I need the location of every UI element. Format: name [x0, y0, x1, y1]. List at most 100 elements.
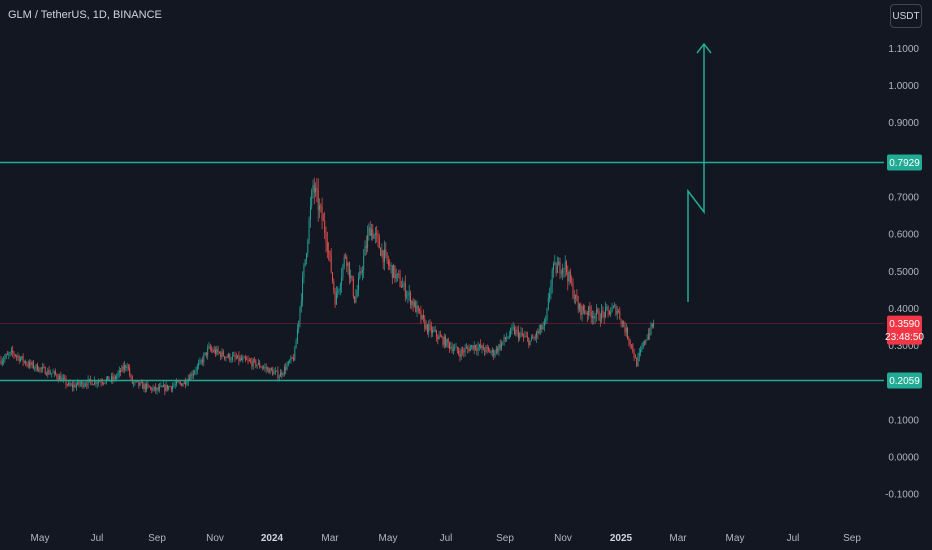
candle [21, 356, 23, 359]
candle [478, 344, 480, 347]
candle [512, 327, 514, 329]
candle [368, 227, 370, 235]
candle [584, 310, 586, 314]
support-price-tag-bg [887, 372, 922, 389]
candle [157, 387, 159, 390]
candle [456, 346, 458, 351]
candle [164, 384, 166, 391]
candle [554, 262, 556, 264]
time-tick-label: May [31, 533, 50, 544]
candle [573, 297, 575, 299]
candle [646, 338, 648, 340]
candle [43, 366, 45, 368]
candle [255, 360, 257, 367]
candle [81, 381, 83, 384]
candle [307, 241, 309, 254]
candle [335, 292, 337, 305]
candle [408, 292, 410, 295]
candle [42, 366, 44, 369]
candle [469, 347, 471, 352]
candle [57, 377, 59, 380]
candle [633, 351, 635, 358]
candle [170, 386, 172, 390]
candle [124, 365, 125, 370]
time-axis[interactable]: May Jul Sep Nov 2024 Mar May Jul Sep Nov 2025 Mar Ma… [31, 533, 862, 544]
projection-arrow-line[interactable] [687, 44, 705, 302]
candle [462, 349, 463, 352]
candle [343, 256, 345, 266]
candle [107, 376, 109, 379]
candle [268, 368, 270, 374]
candle [342, 265, 344, 277]
candle [125, 365, 127, 368]
candle [151, 387, 153, 391]
candle [364, 245, 366, 256]
candle [86, 384, 88, 386]
candle [475, 345, 476, 349]
candle [211, 349, 213, 351]
candle [234, 355, 236, 358]
candle [571, 281, 573, 283]
candle [306, 253, 307, 260]
candle [322, 220, 324, 222]
candle [190, 373, 192, 380]
candle [482, 345, 484, 350]
candle [348, 262, 350, 278]
candle [540, 325, 541, 330]
candle [113, 376, 115, 380]
candle [468, 348, 470, 352]
candle [421, 315, 423, 320]
candle [546, 308, 548, 321]
candle [484, 349, 486, 352]
candle [238, 355, 240, 361]
candle [520, 332, 522, 334]
candle [183, 381, 185, 385]
candle [291, 357, 293, 359]
candle [241, 358, 242, 360]
candle [49, 373, 51, 375]
candle [315, 187, 317, 193]
candle [371, 229, 372, 236]
candle [277, 370, 279, 378]
candle [423, 315, 424, 319]
candle [65, 378, 67, 385]
candle [283, 367, 285, 374]
candle [345, 256, 346, 258]
currency-button[interactable]: USDT [890, 4, 922, 28]
candle [311, 190, 313, 206]
candle [44, 367, 46, 375]
candle [196, 365, 198, 371]
candle [647, 333, 649, 339]
candle [638, 352, 640, 357]
candle [246, 359, 248, 361]
candle [320, 205, 322, 207]
candle [189, 378, 190, 380]
candle [64, 377, 66, 379]
candle [169, 386, 171, 388]
candle [228, 354, 229, 358]
candle [433, 329, 435, 332]
candle [642, 341, 644, 348]
candle [173, 385, 175, 387]
candle [610, 312, 612, 315]
candle [449, 342, 450, 349]
candle [316, 187, 318, 191]
candle [83, 385, 85, 387]
candle [20, 358, 21, 362]
candle [404, 282, 406, 297]
candle [524, 336, 526, 338]
candle [70, 384, 72, 386]
candle [213, 349, 215, 352]
horizontal-levels[interactable] [0, 161, 884, 382]
candle [580, 303, 582, 315]
time-tick-label: May [379, 533, 398, 544]
candle [489, 349, 491, 353]
price-axis[interactable]: 1.1000 1.0000 0.9000 0.7000 0.6000 0.5000 0.40… [885, 44, 919, 501]
candle [381, 250, 383, 256]
candle [256, 364, 258, 367]
candle [446, 339, 448, 347]
candle [66, 384, 68, 386]
candle [13, 352, 15, 355]
candle [98, 381, 99, 383]
